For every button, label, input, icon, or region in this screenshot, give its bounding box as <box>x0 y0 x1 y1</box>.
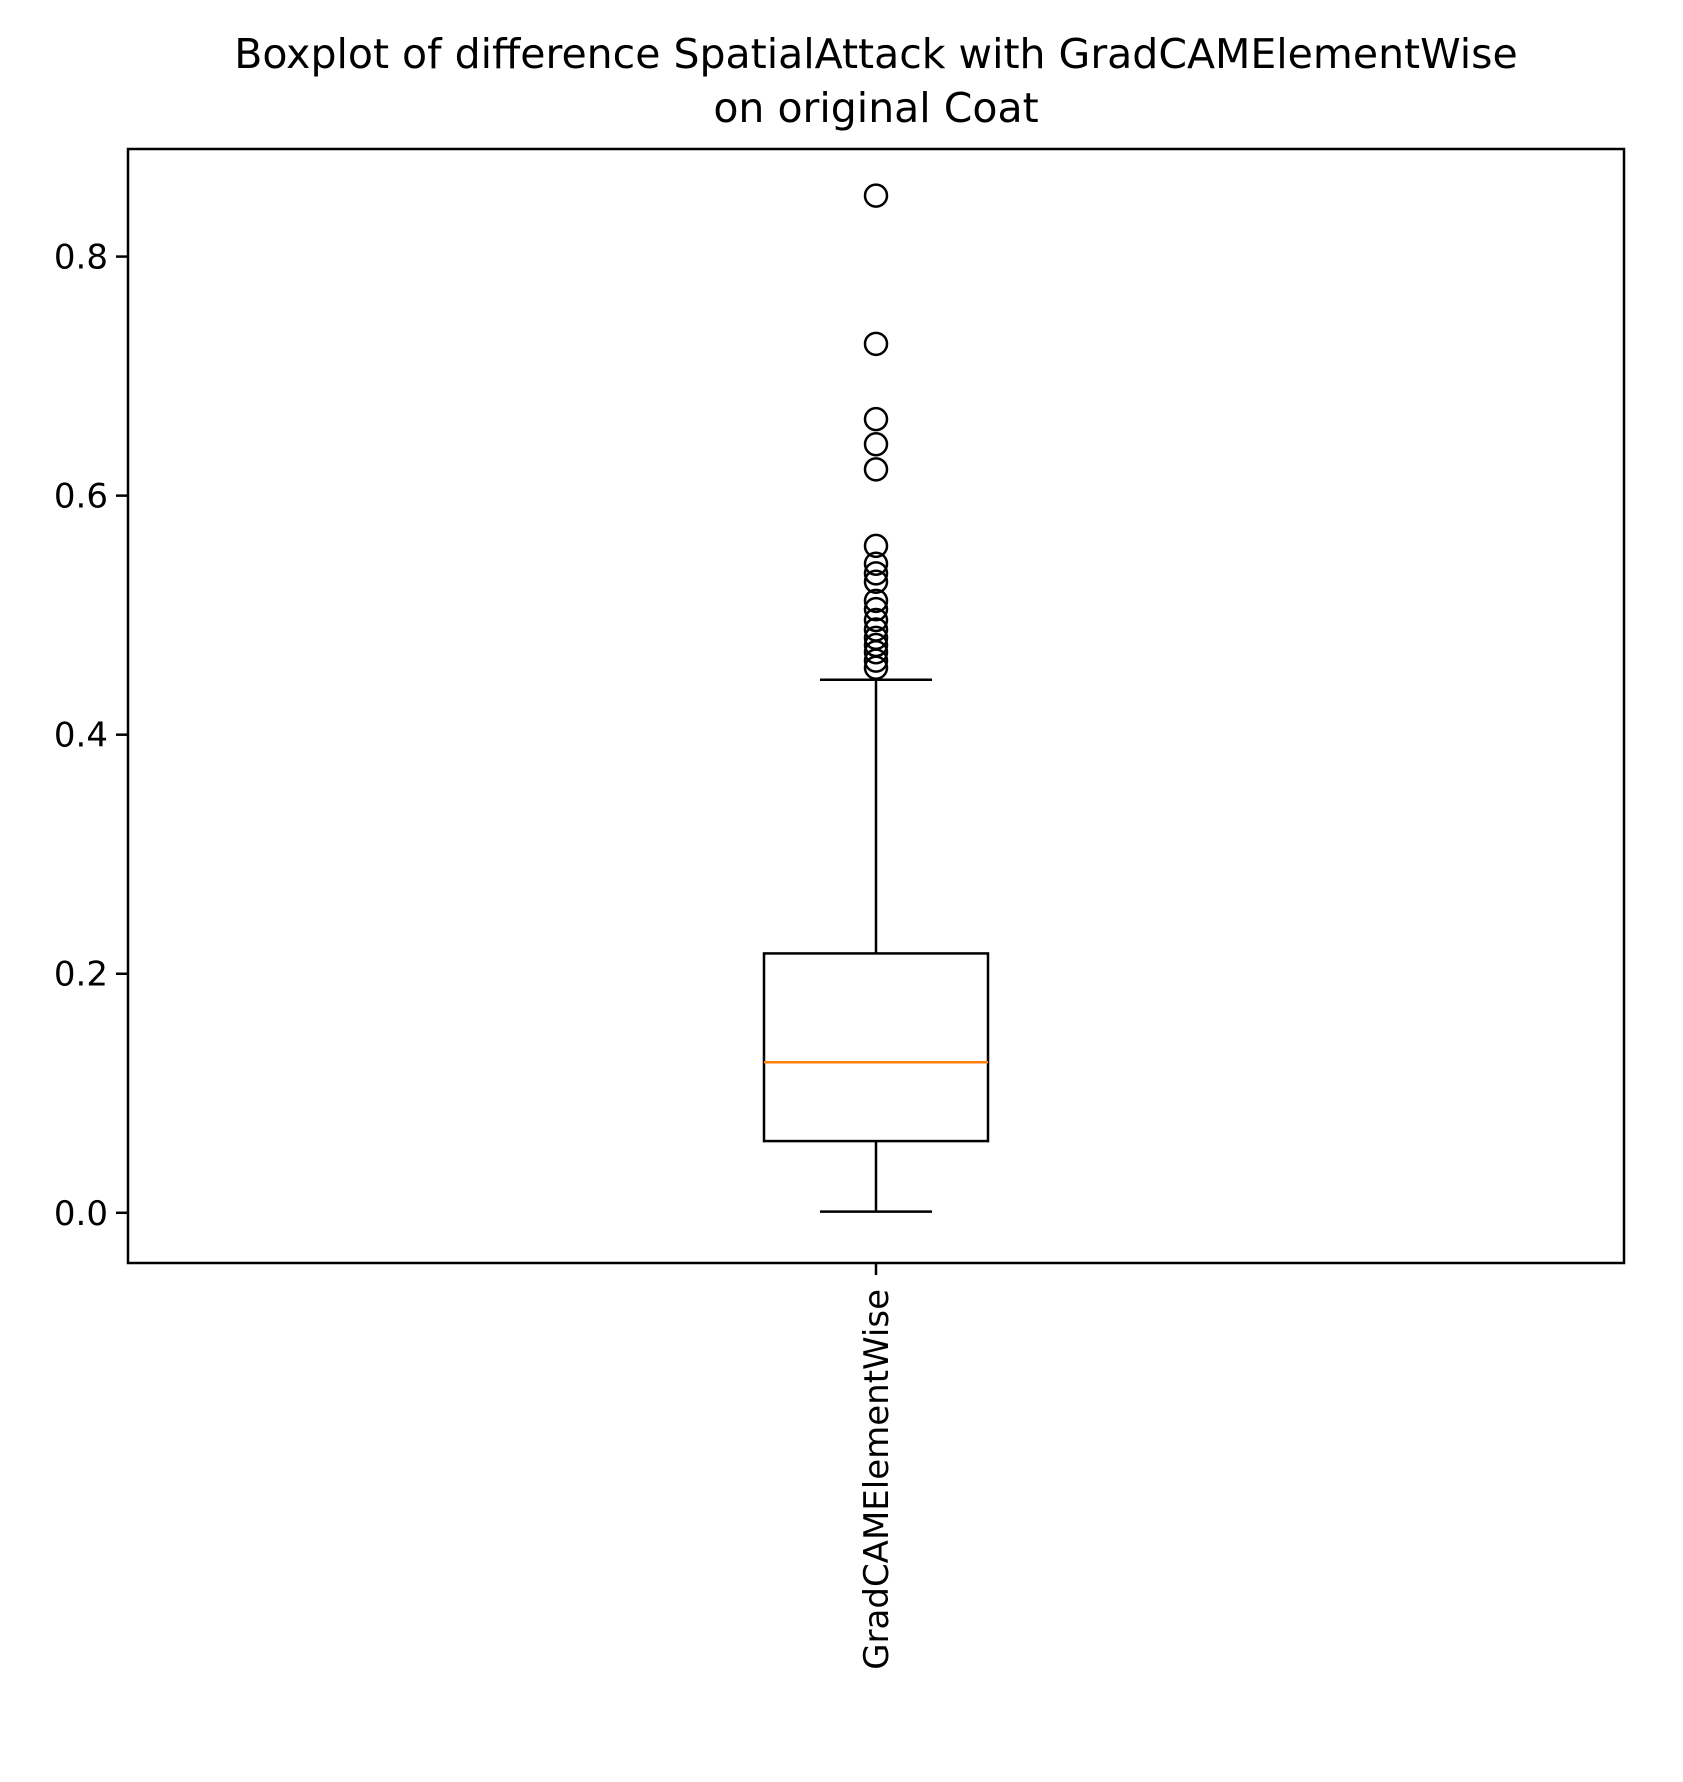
iqr-box <box>762 952 990 1143</box>
outlier-point <box>863 569 889 594</box>
x-axis: GradCAMElementWise <box>857 1263 897 1670</box>
y-tick-label: 0.8 <box>54 238 108 278</box>
outlier-point <box>863 588 889 614</box>
outlier-point <box>863 596 889 622</box>
x-tick-label: GradCAMElementWise <box>857 1289 897 1670</box>
outlier-point <box>863 183 889 208</box>
y-tick-label: 0.2 <box>54 955 108 995</box>
outlier-point <box>863 639 889 665</box>
outlier-point <box>863 648 889 673</box>
outlier-point <box>863 431 889 457</box>
chart-title-line-1: Boxplot of difference SpatialAttack with… <box>234 30 1518 78</box>
outlier-point <box>863 607 889 633</box>
chart-title-line-2: on original Coat <box>713 84 1038 132</box>
y-axis: 0.0 0.2 0.4 0.6 0.8 <box>54 238 128 1234</box>
outlier-point <box>863 406 889 432</box>
outlier-point <box>863 561 889 586</box>
outlier-point <box>863 533 889 559</box>
y-tick-label: 0.0 <box>54 1194 108 1234</box>
outlier-point <box>863 457 889 482</box>
box-group <box>762 183 990 1213</box>
outlier-point <box>863 551 889 577</box>
y-tick-label: 0.6 <box>54 477 108 517</box>
y-tick-label: 0.4 <box>54 716 108 756</box>
outlier-point <box>863 331 889 357</box>
outlier-point <box>863 655 889 681</box>
